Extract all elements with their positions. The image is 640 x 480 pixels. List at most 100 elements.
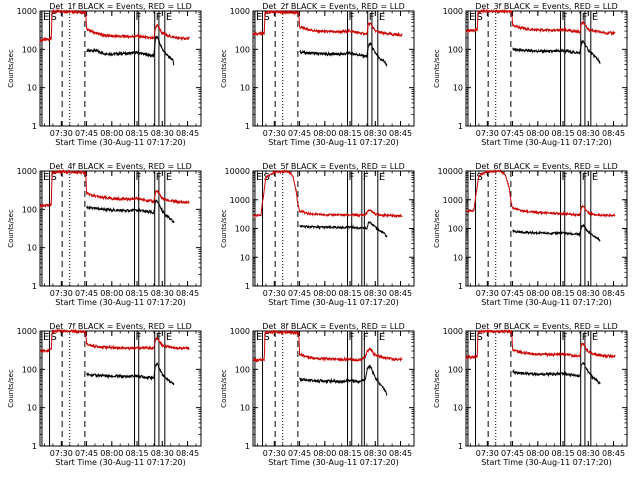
y-tick-label: 10000 (438, 167, 463, 176)
lld-series-line (466, 168, 616, 218)
y-tick-label: 1 (458, 122, 463, 131)
x-tick-label: 08:30 (151, 129, 174, 138)
time-marker-label: S (477, 332, 483, 343)
time-marker-label: S (264, 12, 270, 23)
x-tick-label: 08:15 (126, 289, 149, 298)
events-series-line (299, 41, 388, 67)
x-tick-label: 08:00 (313, 289, 336, 298)
y-tick-label: 10 (453, 84, 463, 93)
y-axis-label: Counts/sec (220, 49, 228, 88)
x-tick-label: 08:00 (100, 449, 123, 458)
x-tick-label: 07:30 (263, 289, 286, 298)
plot-frame (465, 10, 628, 127)
time-marker-label: E (592, 12, 598, 23)
y-tick-label: 100 (235, 365, 250, 374)
y-tick-label: 1 (32, 442, 37, 451)
x-tick-label: 08:15 (126, 449, 149, 458)
lld-series-line (465, 328, 616, 360)
y-tick-label: 10 (240, 404, 250, 413)
x-tick-label: 08:00 (526, 129, 549, 138)
x-tick-label: 08:30 (364, 129, 387, 138)
y-tick-label: 100 (448, 45, 463, 54)
x-tick-label: 08:15 (339, 449, 362, 458)
x-tick-label: 07:45 (501, 289, 524, 298)
x-tick-label: 07:30 (476, 449, 499, 458)
chart-panel: Det_1f BLACK = Events, RED = LLD 1 10 100 10… (7, 2, 202, 147)
chart-title: Det_9f BLACK = Events, RED = LLD (475, 322, 618, 331)
y-axis-label: Counts/sec (220, 209, 228, 248)
x-tick-label: 08:45 (176, 449, 199, 458)
x-tick-label: 08:45 (389, 289, 412, 298)
events-series-line (512, 40, 601, 64)
y-tick-label: 1 (245, 122, 250, 131)
x-tick-label: 08:15 (552, 289, 575, 298)
y-tick-label: 100 (448, 365, 463, 374)
x-tick-label: 08:00 (313, 449, 336, 458)
chart-title: Det_5f BLACK = Events, RED = LLD (262, 162, 405, 171)
y-axis-label: Counts/sec (220, 369, 228, 408)
time-marker-label: F (363, 332, 369, 343)
lld-series-line (39, 8, 190, 43)
y-tick-label: 1000 (230, 196, 250, 205)
lld-series-line (39, 328, 190, 354)
y-axis-label: Counts/sec (7, 369, 15, 408)
plot-frame (465, 170, 628, 287)
time-marker-label: E (166, 172, 172, 183)
x-tick-label: 08:45 (176, 289, 199, 298)
chart-panel: Det_4f BLACK = Events, RED = LLD 1 10 100 10… (7, 162, 202, 307)
x-tick-label: 08:45 (602, 289, 625, 298)
chart-panel: Det_9f BLACK = Events, RED = LLD 1 10 100 10… (433, 322, 628, 467)
chart-title: Det_3f BLACK = Events, RED = LLD (475, 2, 618, 11)
time-marker-label: E (43, 12, 49, 23)
x-tick-label: 08:30 (364, 289, 387, 298)
x-axis-label: Start Time (30-Aug-11 07:17:20) (55, 138, 186, 147)
y-tick-label: 1000 (443, 196, 463, 205)
y-tick-label: 100 (235, 45, 250, 54)
lld-series-line (252, 169, 403, 219)
x-tick-label: 08:00 (100, 129, 123, 138)
y-tick-label: 1 (458, 282, 463, 291)
x-tick-label: 07:45 (501, 129, 524, 138)
x-tick-label: 08:15 (552, 449, 575, 458)
time-marker-label: S (51, 12, 57, 23)
x-tick-label: 07:45 (288, 129, 311, 138)
x-tick-label: 08:45 (389, 129, 412, 138)
y-tick-label: 1000 (443, 327, 463, 336)
time-marker-label: E (166, 12, 172, 23)
chart-title: Det_7f BLACK = Events, RED = LLD (49, 322, 192, 331)
plot-frame (252, 330, 415, 447)
x-tick-label: 08:00 (526, 449, 549, 458)
x-tick-label: 07:45 (501, 449, 524, 458)
x-axis-label: Start Time (30-Aug-11 07:17:20) (268, 458, 399, 467)
time-marker-label: S (477, 12, 483, 23)
time-marker-label: E (469, 332, 475, 343)
events-series-line (86, 199, 175, 223)
chart-panel: Det_2f BLACK = Events, RED = LLD 1 10 100 10… (220, 2, 415, 147)
y-tick-label: 100 (22, 45, 37, 54)
y-tick-label: 100 (22, 365, 37, 374)
events-series-line (299, 221, 388, 238)
x-tick-label: 07:30 (476, 129, 499, 138)
chart-title: Det_8f BLACK = Events, RED = LLD (262, 322, 405, 331)
y-tick-label: 10 (27, 404, 37, 413)
y-tick-label: 1000 (17, 167, 37, 176)
y-tick-label: 10 (240, 253, 250, 262)
time-marker-label: E (256, 172, 262, 183)
chart-title: Det_2f BLACK = Events, RED = LLD (262, 2, 405, 11)
chart-panel: Det_6f BLACK = Events, RED = LLD 1 10 100 10… (433, 162, 628, 307)
plot-frame (465, 330, 628, 447)
x-tick-label: 08:00 (100, 289, 123, 298)
chart-panel: Det_3f BLACK = Events, RED = LLD 1 10 100 10… (433, 2, 628, 147)
x-tick-label: 08:45 (602, 129, 625, 138)
plot-frame (39, 170, 202, 287)
time-marker-label: E (43, 332, 49, 343)
plot-frame (252, 10, 415, 127)
x-axis-label: Start Time (30-Aug-11 07:17:20) (481, 138, 612, 147)
events-series-line (512, 361, 601, 385)
y-axis-label: Counts/sec (433, 209, 441, 248)
events-series-line (86, 361, 175, 386)
y-tick-label: 10 (240, 84, 250, 93)
y-tick-label: 10 (453, 404, 463, 413)
y-tick-label: 1000 (230, 327, 250, 336)
y-axis-label: Counts/sec (7, 209, 15, 248)
